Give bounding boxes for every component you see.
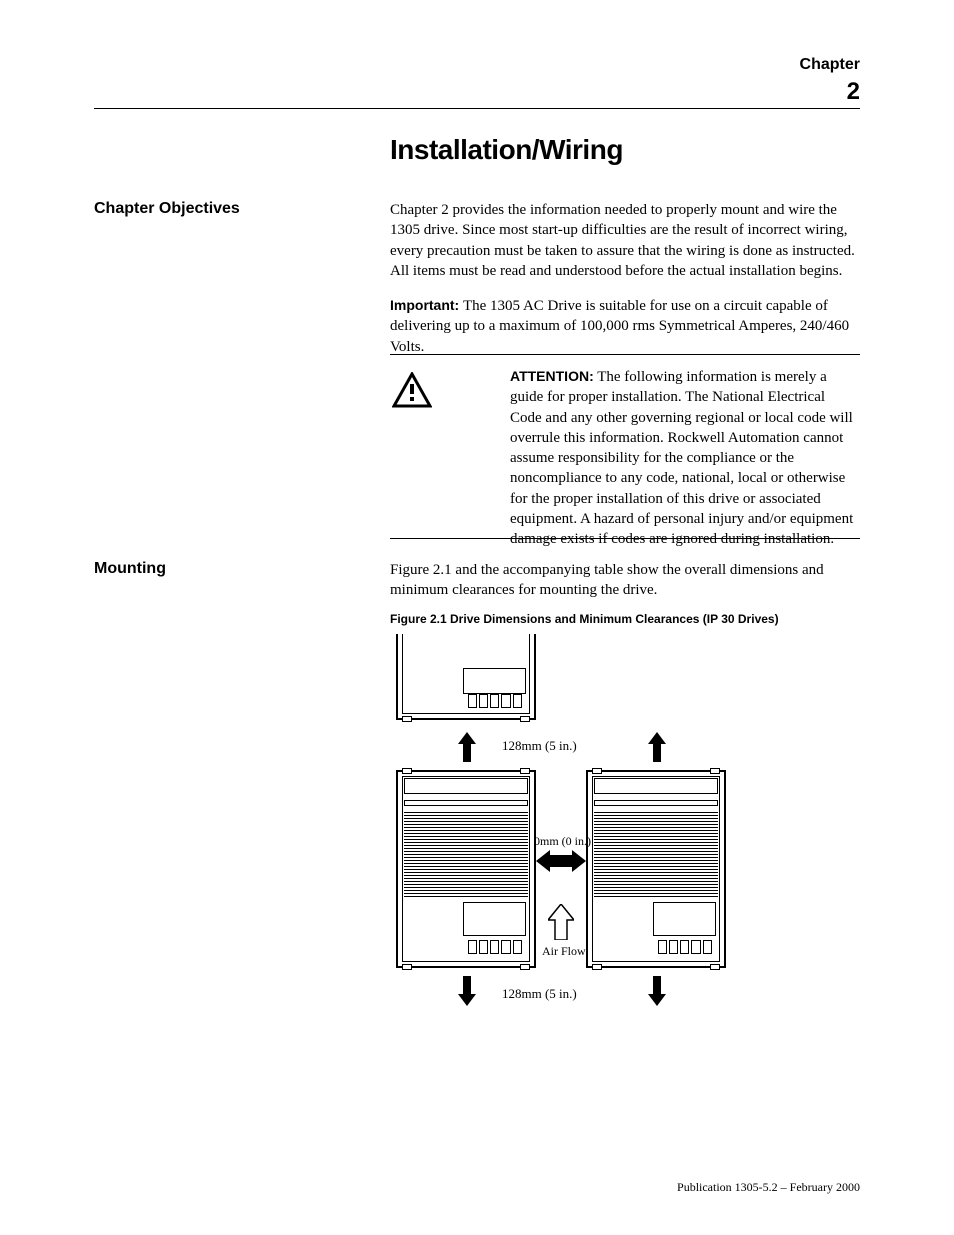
note-body: The 1305 AC Drive is suitable for use on… xyxy=(390,298,849,355)
drive-right xyxy=(586,770,726,968)
airflow-label: Air Flow xyxy=(542,944,586,959)
section-heading-objectives: Chapter Objectives xyxy=(94,200,364,218)
mounting-body: Figure 2.1 and the accompanying table sh… xyxy=(390,560,860,601)
warning-label: ATTENTION: xyxy=(510,368,594,384)
chapter-label: Chapter xyxy=(800,56,860,74)
dim-gap-horizontal: 0mm (0 in.) xyxy=(534,834,591,849)
dim-gap-bottom: 128mm (5 in.) xyxy=(502,986,577,1002)
warning-body: ATTENTION: The following information is … xyxy=(510,367,860,549)
note-label: Important: xyxy=(390,297,459,313)
objectives-body: Chapter 2 provides the information neede… xyxy=(390,200,860,281)
objectives-note: Important: The 1305 AC Drive is suitable… xyxy=(390,296,860,357)
dim-gap-top: 128mm (5 in.) xyxy=(502,738,577,754)
arrow-down-icon xyxy=(648,976,666,1006)
footer-publication: Publication 1305-5.2 – February 2000 xyxy=(677,1180,860,1195)
chapter-number: 2 xyxy=(847,78,860,106)
warning-rule-bottom xyxy=(390,538,860,539)
header-rule xyxy=(94,108,860,109)
arrow-horizontal-icon xyxy=(536,850,586,872)
drive-top-half xyxy=(396,634,536,720)
airflow-arrow-icon xyxy=(548,904,574,940)
section-heading-mounting: Mounting xyxy=(94,560,364,578)
figure-caption: Figure 2.1 Drive Dimensions and Minimum … xyxy=(390,612,779,626)
arrow-up-icon xyxy=(458,732,476,762)
attention-icon xyxy=(392,372,432,408)
arrow-down-icon xyxy=(458,976,476,1006)
page: Chapter 2 Installation/Wiring Chapter Ob… xyxy=(0,0,954,1235)
arrow-up-icon xyxy=(648,732,666,762)
drive-left xyxy=(396,770,536,968)
page-title: Installation/Wiring xyxy=(390,134,623,166)
mounting-diagram: 128mm (5 in.) 128mm (5 in.) 0mm (0 in.) … xyxy=(396,634,746,1064)
warning-text: The following information is merely a gu… xyxy=(510,369,853,547)
warning-rule-top xyxy=(390,354,860,355)
